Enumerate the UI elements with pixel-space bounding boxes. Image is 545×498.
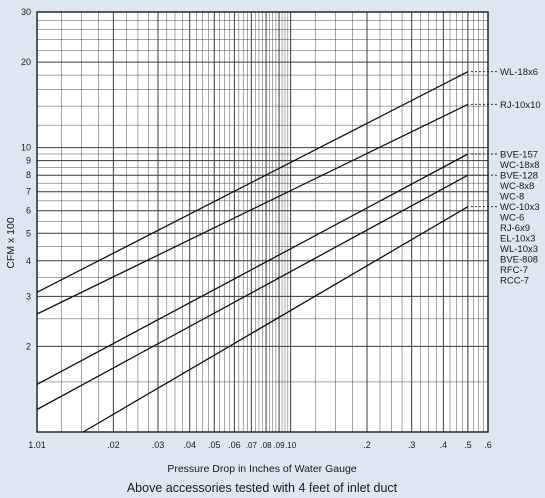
- series-lines: [36, 71, 469, 433]
- x-tick-label: .05: [208, 440, 221, 450]
- x-axis-label: Pressure Drop in Inches of Water Gauge: [167, 463, 356, 475]
- legend-label: RFC-7: [500, 265, 528, 276]
- x-tick-label: .2: [363, 440, 371, 450]
- y-tick-label: 5: [26, 228, 31, 238]
- legend-label: WC-6: [500, 213, 524, 224]
- y-tick-label: 8: [26, 170, 31, 180]
- legend-label: BVE-808: [500, 255, 538, 266]
- series-line-3: [36, 174, 469, 411]
- legend-label: WC-10x3: [500, 202, 540, 213]
- legend-label: RJ-10x10: [500, 100, 541, 111]
- x-tick-label: .5: [464, 440, 472, 450]
- y-tick-label: 20: [21, 57, 31, 67]
- legend-label: EL-10x3: [500, 234, 535, 245]
- y-tick-label: 3: [26, 291, 31, 301]
- legend-label: WL-18x6: [500, 67, 538, 78]
- y-tick-label: 4: [26, 256, 31, 266]
- x-tick-label: 1.01: [28, 440, 46, 450]
- y-tick-label: 9: [26, 156, 31, 166]
- x-tick-label: .04: [183, 440, 196, 450]
- y-tick-label: 10: [21, 143, 31, 153]
- legend-label: BVE-157: [500, 149, 538, 160]
- x-tick-label: .06: [228, 440, 241, 450]
- x-tick-label: .4: [440, 440, 448, 450]
- y-tick-labels: 2 3 4 5 6 7 8 9 10 20 30: [21, 7, 31, 351]
- x-tick-label: .02: [107, 440, 120, 450]
- x-tick-label: .10: [285, 441, 297, 450]
- x-tick-label: .03: [152, 440, 165, 450]
- y-tick-label: 7: [26, 187, 31, 197]
- series-legend: WL-18x6RJ-10x10BVE-157WC-18x8BVE-128WC-8…: [470, 67, 541, 287]
- plot-frame: [36, 11, 489, 433]
- y-tick-label: 6: [26, 206, 31, 216]
- legend-label: RCC-7: [500, 276, 529, 287]
- x-tick-label: .09: [273, 441, 285, 450]
- x-tick-labels: 1.01 .02 .03 .04 .05 .06 .07.08.09.10 .2 .3 .4 .5.…: [28, 440, 492, 450]
- legend-label: WC-8x8: [500, 181, 534, 192]
- legend-label: WC-8: [500, 192, 524, 203]
- legend-label: WC-18x8: [500, 160, 540, 171]
- legend-label: WL-10x3: [500, 244, 538, 255]
- series-line-1: [36, 103, 469, 315]
- x-tick-label: .07: [246, 441, 258, 450]
- y-tick-label: 2: [26, 341, 31, 351]
- y-tick-label: 30: [21, 7, 31, 17]
- x-tick-label: .6: [484, 440, 492, 450]
- x-tick-label: .3: [408, 440, 416, 450]
- legend-label: RJ-6x9: [500, 223, 530, 234]
- series-line-4: [82, 206, 469, 433]
- y-axis-label: CFM x 100: [5, 217, 17, 269]
- x-tick-label: .08: [260, 441, 272, 450]
- chart-caption: Above accessories tested with 4 feet of …: [127, 481, 398, 495]
- legend-label: BVE-128: [500, 171, 538, 182]
- series-line-0: [36, 71, 469, 293]
- series-line-2: [36, 153, 469, 385]
